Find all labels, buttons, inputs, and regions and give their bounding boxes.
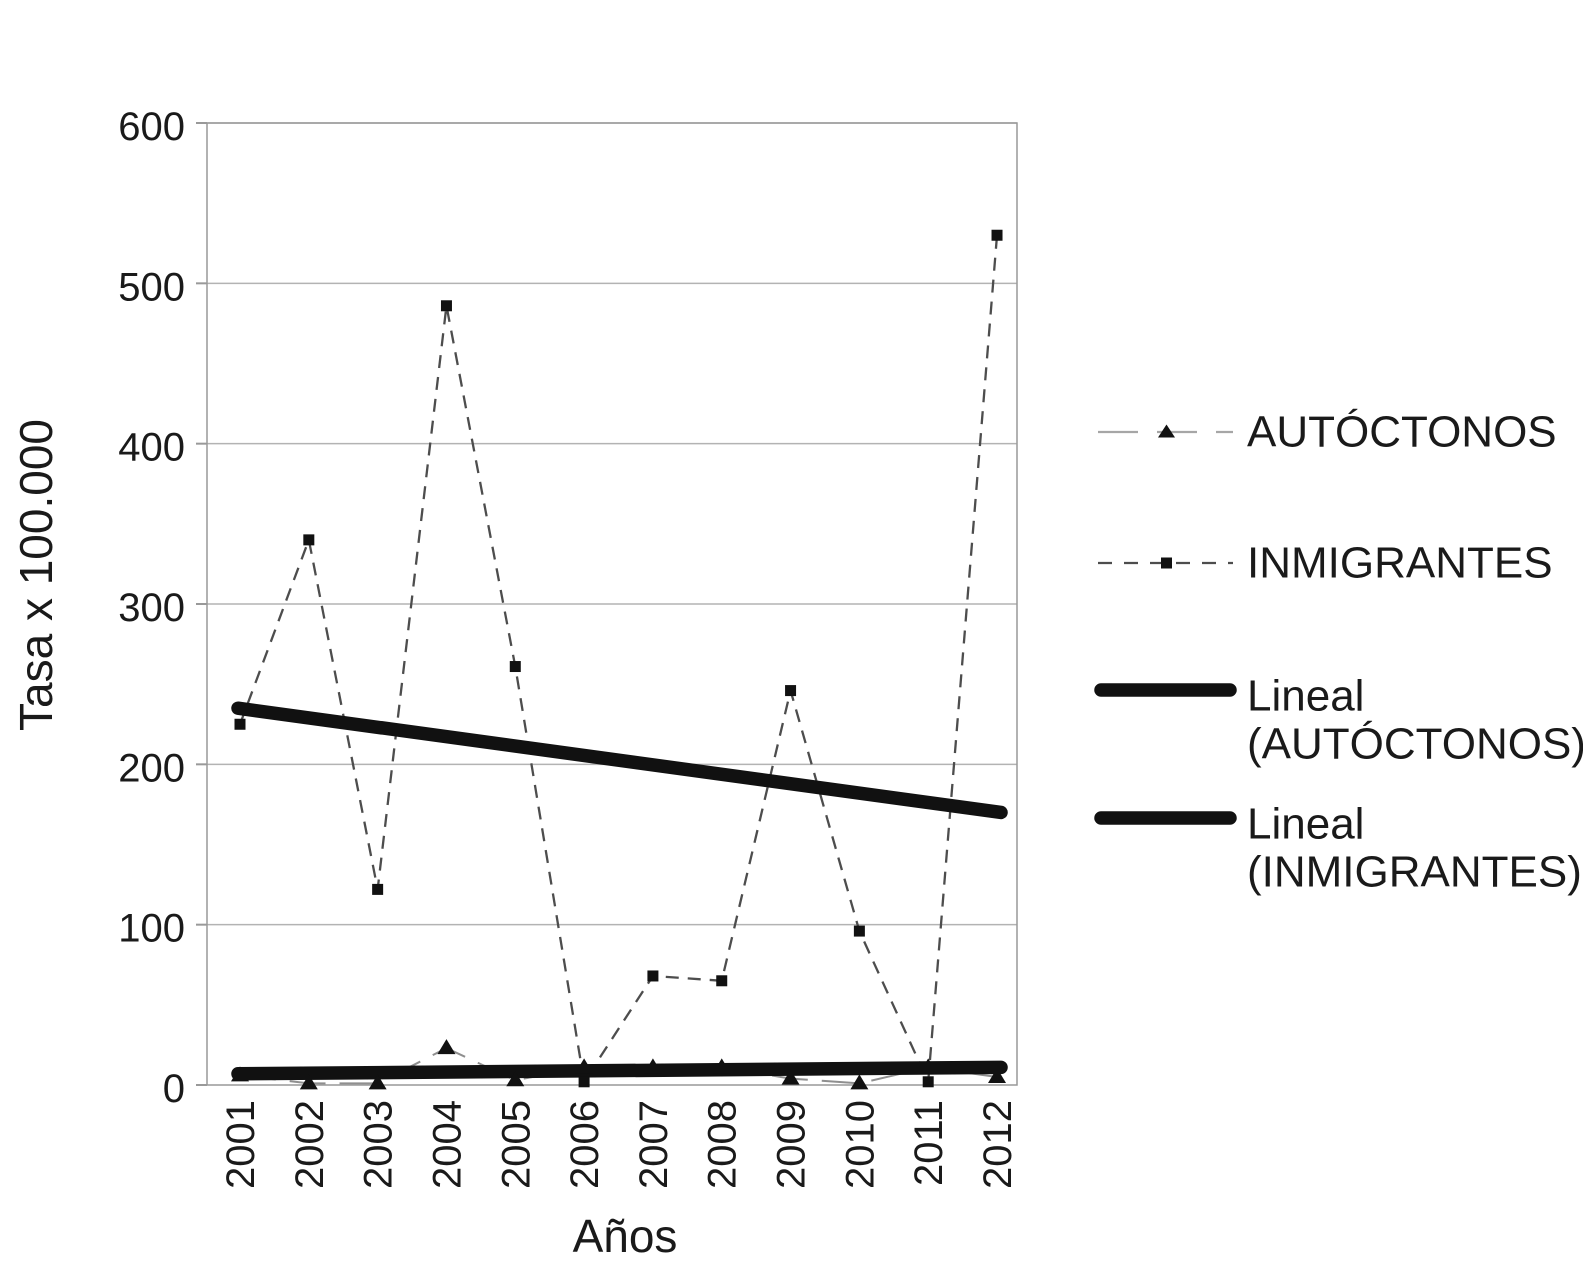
y-tick-label: 0 [163, 1067, 185, 1111]
legend-sample-triangle-marker [1158, 424, 1175, 438]
y-tick-label: 100 [118, 907, 185, 951]
marker-triangle [368, 1074, 387, 1090]
x-tick-label: 2010 [838, 1100, 882, 1189]
marker-square [234, 718, 246, 730]
legend-label: (AUTÓCTONOS) [1247, 720, 1583, 769]
series-line-autoctonos [239, 1047, 998, 1085]
marker-triangle [988, 1067, 1007, 1083]
x-tick-label: 2007 [632, 1100, 676, 1189]
series-line-inmigrantes [238, 235, 999, 1087]
marker-square [785, 685, 797, 697]
marker-square [647, 970, 659, 982]
trend-layer [231, 701, 1008, 1081]
trend-line [231, 701, 1008, 820]
x-tick-label: 2006 [563, 1100, 607, 1189]
x-tick-label: 2008 [701, 1100, 745, 1189]
marker-triangle [850, 1074, 869, 1090]
marker-square [922, 1076, 934, 1088]
marker-square [303, 534, 315, 546]
marker-square [853, 925, 865, 937]
x-tick-label: 2001 [219, 1100, 263, 1189]
marker-square [509, 661, 521, 673]
grid-layer [196, 122, 1018, 1086]
marker-layer [231, 229, 1007, 1090]
marker-square [578, 1076, 590, 1088]
trend-line [231, 1060, 1008, 1081]
marker-triangle [506, 1071, 525, 1087]
marker-triangle [299, 1074, 318, 1090]
x-tick-label: 2012 [976, 1100, 1020, 1189]
y-tick-label: 600 [118, 105, 185, 149]
marker-triangle [781, 1069, 800, 1085]
legend: AUTÓCTONOSINMIGRANTESLineal(AUTÓCTONOS)L… [1094, 408, 1583, 897]
series-layer [238, 235, 999, 1087]
legend-label: (INMIGRANTES) [1247, 848, 1582, 897]
marker-triangle [575, 1058, 594, 1074]
y-tick-label: 500 [118, 265, 185, 309]
marker-triangle [437, 1039, 456, 1055]
marker-triangle [919, 1058, 938, 1074]
y-axis-title: Tasa x 100.000 [10, 419, 62, 731]
x-axis-title: Años [573, 1210, 678, 1262]
legend-label: AUTÓCTONOS [1247, 408, 1557, 457]
axis-label-layer: 0 100 200 300 400 500 600 2001 2002 2003 2004 2005 2… [118, 105, 1020, 1189]
y-tick-label: 400 [118, 426, 185, 470]
marker-triangle [643, 1058, 662, 1074]
marker-square [991, 229, 1003, 241]
x-tick-label: 2005 [494, 1100, 538, 1189]
legend-label: Lineal [1247, 800, 1364, 849]
legend-label: INMIGRANTES [1247, 539, 1553, 588]
y-tick-label: 200 [118, 746, 185, 790]
marker-square [716, 975, 728, 987]
x-tick-label: 2002 [288, 1100, 332, 1189]
x-tick-label: 2003 [357, 1100, 401, 1189]
legend-sample-square-marker [1161, 557, 1172, 569]
legend-label: Lineal [1247, 672, 1364, 721]
plot-frame [206, 122, 1018, 1086]
y-tick-label: 300 [118, 586, 185, 630]
marker-square [440, 300, 452, 312]
marker-triangle [231, 1066, 249, 1082]
x-tick-label: 2009 [770, 1100, 814, 1189]
marker-square [372, 883, 384, 895]
x-tick-label: 2004 [425, 1100, 469, 1189]
marker-triangle [712, 1058, 731, 1074]
x-tick-label: 2011 [907, 1100, 951, 1186]
